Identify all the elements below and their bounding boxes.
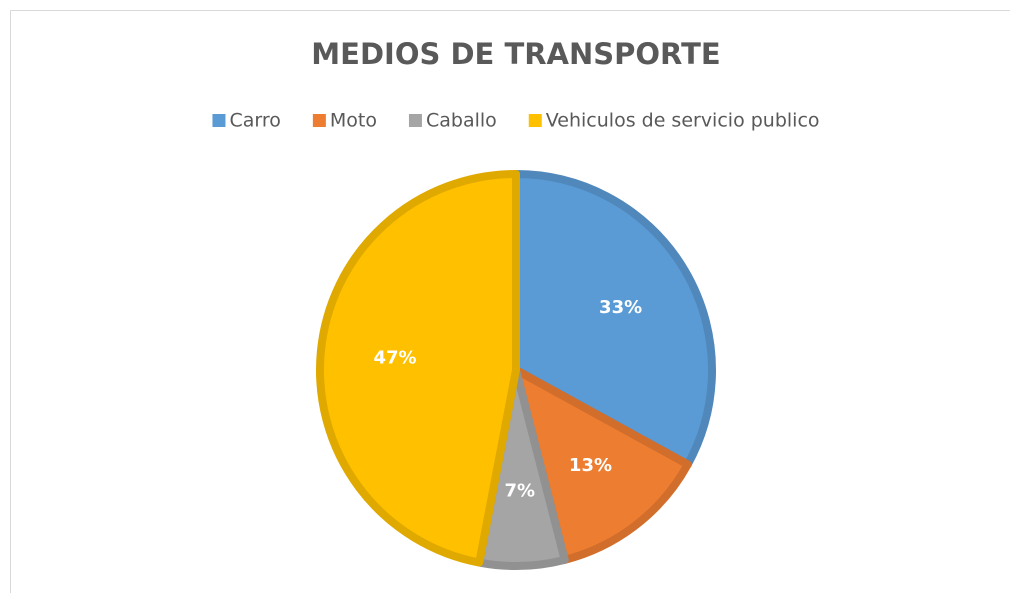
pie-slice xyxy=(512,170,716,469)
legend-label: Vehiculos de servicio publico xyxy=(546,110,820,132)
data-label: 33% xyxy=(599,297,642,318)
pie-slice xyxy=(512,366,692,564)
legend-swatch xyxy=(408,114,422,127)
data-label: 13% xyxy=(569,455,612,476)
data-label: 47% xyxy=(373,348,416,369)
chart-title: MEDIOS DE TRANSPORTE xyxy=(311,37,720,71)
legend-swatch xyxy=(528,114,542,127)
legend-swatch xyxy=(312,114,326,127)
legend-label: Carro xyxy=(229,110,280,132)
pie: 33% 13% 7% 47% xyxy=(316,170,716,570)
legend-label: Moto xyxy=(330,110,377,132)
legend-label: Caballo xyxy=(426,110,497,132)
pie-slice xyxy=(316,170,520,567)
legend: Carro Moto Caballo Vehiculos de servicio pu… xyxy=(212,110,820,132)
data-label: 7% xyxy=(505,480,536,501)
legend-swatch xyxy=(212,114,226,127)
